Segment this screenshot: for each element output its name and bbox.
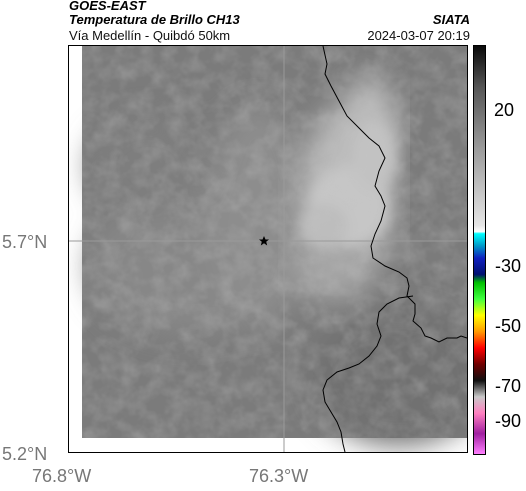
colorbar-tick: 20 [494,100,515,120]
colorbar [473,45,486,455]
place-label: Vía Medellín - Quibdó 50km [69,28,231,43]
title-goes: GOES-EAST [69,0,146,13]
star-marker [259,236,269,246]
map-panel [68,45,468,453]
boundary-line-south [322,295,414,452]
boundary-line [322,46,467,343]
colorbar-tick: -90 [495,411,522,431]
colorbar-tick: -70 [495,376,522,396]
longitude-label: 76.3°W [249,466,309,486]
longitude-label: 76.8°W [32,466,92,486]
datetime-label: 2024-03-07 20:19 [367,28,470,43]
latitude-label: 5.2°N [2,444,48,464]
colorbar-tick: -50 [495,316,522,336]
colorbar-tick: -30 [495,256,522,276]
satellite-image [69,46,467,452]
latitude-label: 5.7°N [2,232,48,252]
title-product: Temperatura de Brillo CH13 [69,12,240,27]
org-label: SIATA [432,12,470,27]
